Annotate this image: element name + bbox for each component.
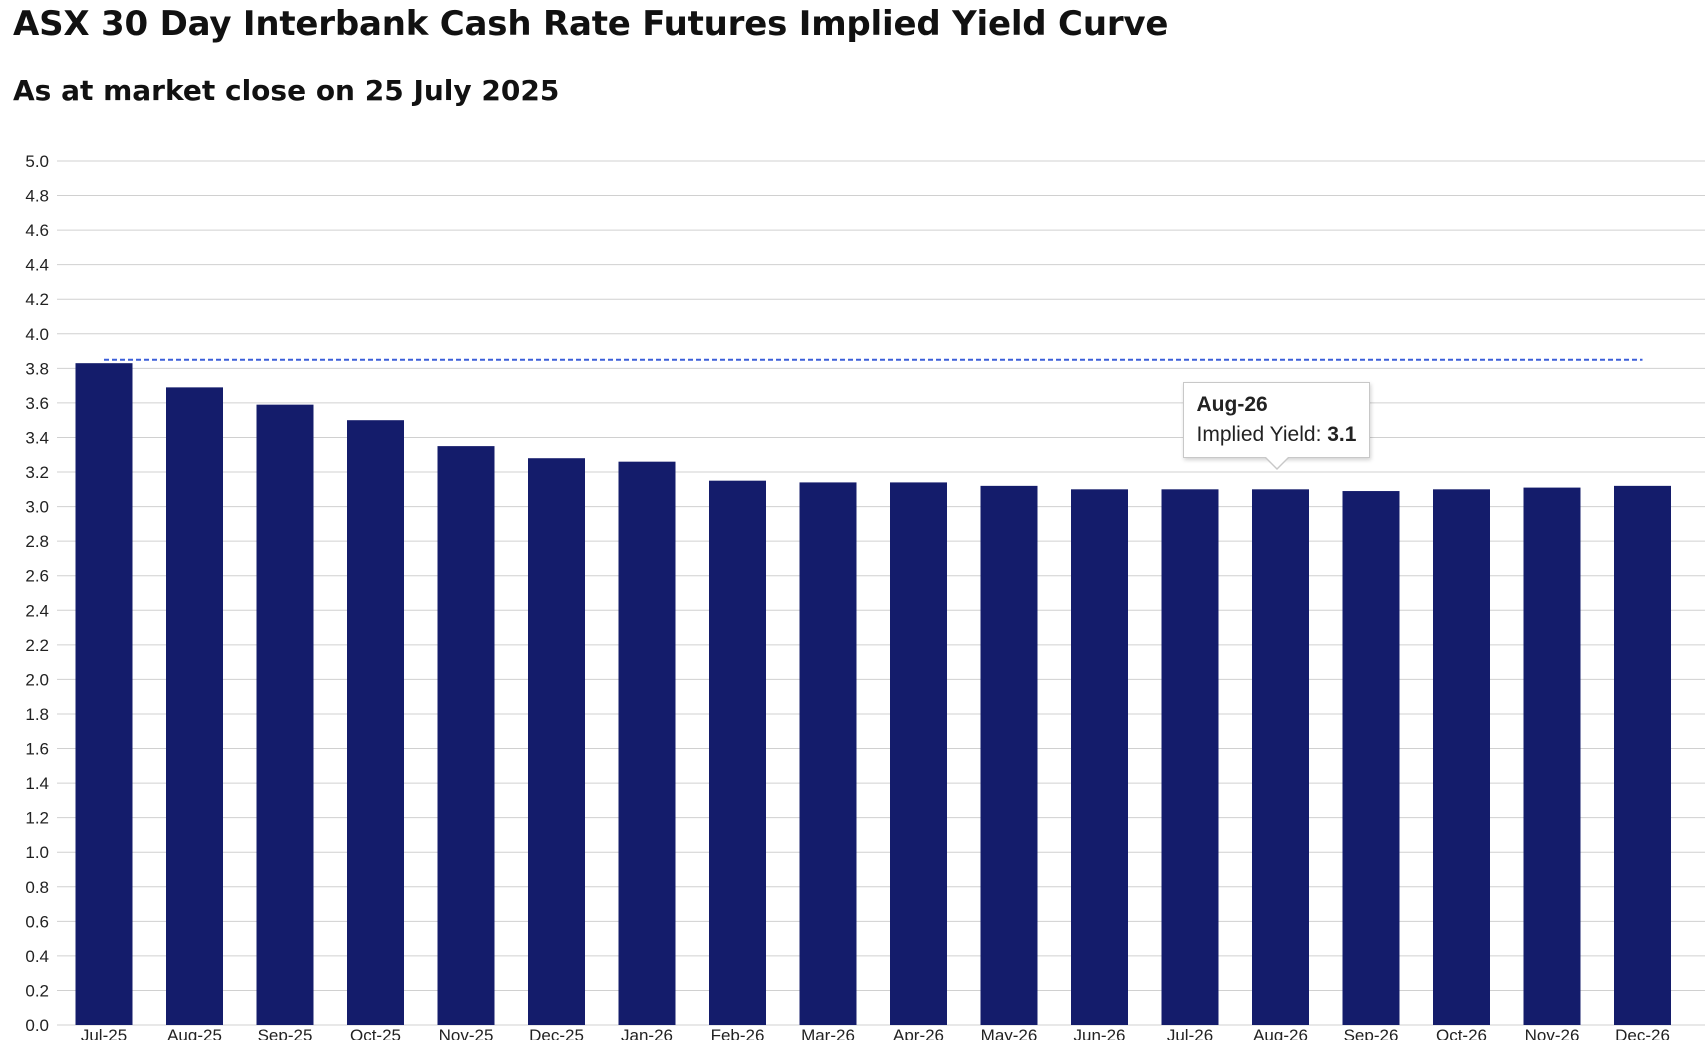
tooltip-pointer-fill	[1264, 456, 1289, 469]
y-tick-label: 0.2	[25, 981, 49, 1000]
bar-feb-26[interactable]	[709, 480, 766, 1025]
bar-jun-26[interactable]	[1071, 489, 1128, 1025]
chart-subtitle: As at market close on 25 July 2025	[13, 74, 560, 107]
tooltip-value: 3.1	[1327, 423, 1357, 447]
x-tick-label: Dec-25	[529, 1026, 584, 1040]
y-tick-label: 2.4	[25, 601, 49, 620]
y-axis-ticks: 0.0 0.2 0.4 0.6 0.8 1.0 1.2 1.4 1.6 1.8 2.0 2.2 2.4 2…	[25, 152, 49, 1035]
y-tick-label: 3.4	[25, 428, 49, 447]
x-tick-label: Nov-26	[1525, 1026, 1580, 1040]
y-tick-label: 1.4	[25, 774, 49, 793]
y-tick-label: 4.2	[25, 290, 49, 309]
x-tick-label: Nov-25	[439, 1026, 494, 1040]
x-tick-label: Jul-25	[81, 1026, 127, 1040]
y-tick-label: 3.2	[25, 463, 49, 482]
x-tick-label: Oct-26	[1436, 1026, 1487, 1040]
x-tick-label: Dec-26	[1615, 1026, 1670, 1040]
bar-oct-26[interactable]	[1433, 489, 1490, 1025]
y-tick-label: 3.6	[25, 394, 49, 413]
tooltip-category: Aug-26	[1196, 393, 1268, 417]
bars	[75, 363, 1671, 1026]
y-tick-label: 2.8	[25, 532, 49, 551]
bar-may-26[interactable]	[980, 485, 1038, 1025]
y-tick-label: 4.8	[25, 187, 49, 206]
y-tick-label: 2.6	[25, 567, 49, 586]
y-tick-label: 1.8	[25, 705, 49, 724]
bar-tooltip: Aug-26 Implied Yield: 3.1	[1182, 382, 1371, 471]
bar-jul-26[interactable]	[1161, 489, 1219, 1025]
x-tick-label: May-26	[981, 1026, 1038, 1040]
y-tick-label: 0.6	[25, 912, 49, 931]
grid-lines	[57, 160, 1705, 1026]
bar-sep-25[interactable]	[256, 404, 314, 1025]
y-tick-label: 1.6	[25, 740, 49, 759]
x-tick-label: Aug-26	[1253, 1026, 1308, 1040]
bar-nov-25[interactable]	[437, 446, 495, 1025]
y-tick-label: 2.0	[25, 670, 49, 689]
y-tick-label: 4.6	[25, 221, 49, 240]
y-tick-label: 2.2	[25, 636, 49, 655]
bar-mar-26[interactable]	[799, 482, 857, 1026]
bar-dec-25[interactable]	[528, 458, 585, 1025]
x-tick-label: Jan-26	[621, 1026, 673, 1040]
bar-dec-26[interactable]	[1614, 485, 1671, 1025]
x-tick-label: Aug-25	[167, 1026, 222, 1040]
bar-oct-25[interactable]	[347, 420, 404, 1025]
x-tick-label: Jul-26	[1167, 1026, 1213, 1040]
y-tick-label: 0.8	[25, 878, 49, 897]
x-tick-label: Sep-25	[258, 1026, 313, 1040]
x-tick-label: Feb-26	[711, 1026, 765, 1040]
bar-jan-26[interactable]	[618, 461, 676, 1025]
x-axis-ticks: Jul-25 Aug-25 Sep-25 Oct-25 Nov-25 Dec-25 Jan-…	[81, 1026, 1670, 1040]
chart-title: ASX 30 Day Interbank Cash Rate Futures I…	[13, 4, 1169, 44]
x-tick-label: Apr-26	[893, 1026, 944, 1040]
y-tick-label: 3.0	[25, 498, 49, 517]
y-tick-label: 1.2	[25, 809, 49, 828]
x-tick-label: Jun-26	[1074, 1026, 1126, 1040]
y-tick-label: 3.8	[25, 359, 49, 378]
bar-aug-26[interactable]	[1252, 489, 1309, 1025]
y-tick-label: 5.0	[25, 152, 49, 171]
bar-apr-26[interactable]	[890, 482, 947, 1026]
bar-aug-25[interactable]	[166, 387, 223, 1025]
x-tick-label: Mar-26	[801, 1026, 855, 1040]
y-tick-label: 0.0	[25, 1016, 49, 1035]
y-tick-label: 0.4	[25, 947, 49, 966]
y-tick-label: 4.4	[25, 256, 49, 275]
y-tick-label: 1.0	[25, 843, 49, 862]
bar-jul-25[interactable]	[75, 363, 133, 1025]
x-tick-label: Sep-26	[1344, 1026, 1399, 1040]
y-tick-label: 4.0	[25, 325, 49, 344]
x-tick-label: Oct-25	[350, 1026, 401, 1040]
bar-nov-26[interactable]	[1523, 487, 1581, 1025]
bar-sep-26[interactable]	[1342, 491, 1400, 1026]
tooltip-label: Implied Yield:	[1196, 423, 1322, 447]
